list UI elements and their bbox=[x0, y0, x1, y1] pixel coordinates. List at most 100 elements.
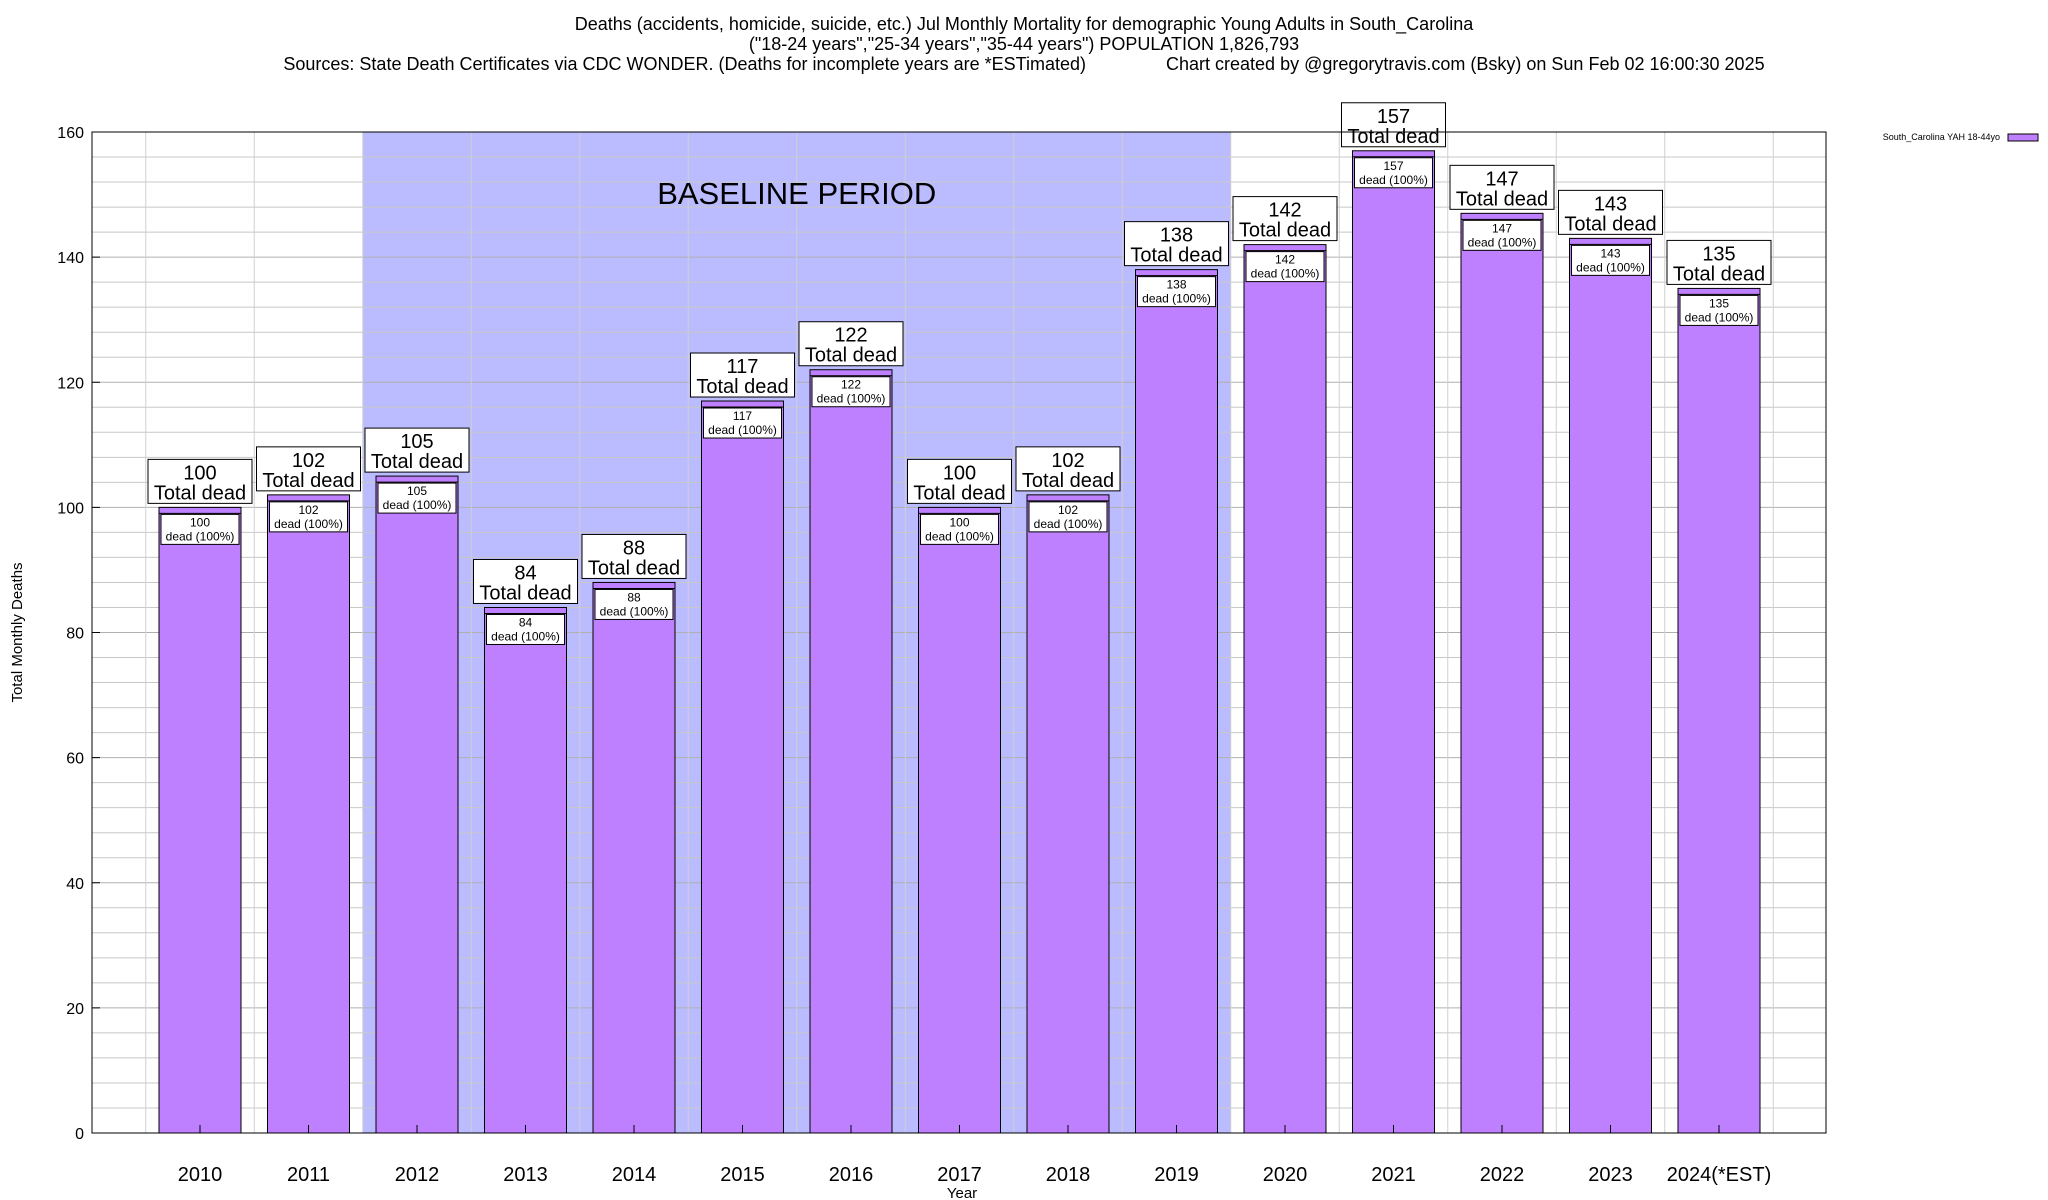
bar-2022 bbox=[1460, 212, 1544, 1134]
y-tick-label: 20 bbox=[66, 1001, 84, 1018]
total-label-box bbox=[581, 533, 687, 579]
total-label-box bbox=[798, 321, 904, 367]
total-label-box bbox=[1015, 446, 1121, 492]
total-label-suffix: Total dead bbox=[1347, 126, 1439, 148]
inner-label-value: 135 bbox=[1709, 296, 1729, 310]
total-label-value: 138 bbox=[1160, 225, 1193, 247]
inner-label-value: 84 bbox=[519, 615, 533, 629]
total-label-box bbox=[1558, 189, 1663, 235]
total-label-value: 88 bbox=[623, 537, 645, 559]
inner-label-suffix: dead (100%) bbox=[274, 517, 343, 531]
total-label-suffix: Total dead bbox=[588, 557, 680, 579]
bar-2014 bbox=[592, 581, 676, 1134]
legend-label: South_Carolina YAH 18-44yo bbox=[1883, 132, 2000, 142]
legend-swatch bbox=[2007, 133, 2039, 142]
total-label-suffix: Total dead bbox=[1022, 470, 1114, 492]
chart-title-line1: Deaths (accidents, homicide, suicide, et… bbox=[574, 14, 1474, 34]
chart-title-line2: ("18-24 years","25-34 years","35-44 year… bbox=[748, 34, 1300, 54]
x-tick-label: 2013 bbox=[503, 1164, 548, 1186]
x-tick-label: 2022 bbox=[1480, 1164, 1525, 1186]
inner-label-value: 100 bbox=[190, 515, 210, 529]
total-label-suffix: Total dead bbox=[1564, 213, 1656, 235]
total-label-value: 143 bbox=[1594, 193, 1627, 215]
x-tick-label: 2020 bbox=[1263, 1164, 1308, 1186]
y-tick-label: 120 bbox=[57, 375, 84, 392]
total-label-value: 102 bbox=[1051, 450, 1084, 472]
inner-label-value: 102 bbox=[298, 503, 318, 517]
inner-label-box bbox=[269, 501, 348, 533]
inner-label-suffix: dead (100%) bbox=[383, 498, 452, 512]
total-label-value: 117 bbox=[727, 356, 759, 378]
bar-2024(*EST) bbox=[1677, 287, 1761, 1134]
x-tick-label: 2019 bbox=[1154, 1164, 1199, 1186]
inner-label-value: 122 bbox=[841, 378, 861, 392]
total-label-suffix: Total dead bbox=[1673, 263, 1765, 285]
inner-label-value: 147 bbox=[1492, 221, 1512, 235]
inner-label-value: 143 bbox=[1600, 246, 1620, 260]
inner-label-box bbox=[1245, 251, 1325, 283]
inner-label-box bbox=[486, 613, 565, 645]
total-label-box bbox=[473, 558, 578, 604]
x-tick-label: 2017 bbox=[937, 1164, 982, 1186]
total-label-box bbox=[1232, 196, 1338, 242]
total-label-suffix: Total dead bbox=[913, 482, 1005, 504]
total-label-suffix: Total dead bbox=[1456, 188, 1548, 210]
x-tick-label: 2015 bbox=[720, 1164, 765, 1186]
bar-2011 bbox=[267, 494, 350, 1134]
total-label-suffix: Total dead bbox=[371, 451, 463, 473]
x-tick-label: 2012 bbox=[395, 1164, 440, 1186]
baseline-period-label: BASELINE PERIOD bbox=[657, 176, 936, 211]
total-label-suffix: Total dead bbox=[805, 345, 897, 367]
inner-label-suffix: dead (100%) bbox=[817, 392, 886, 406]
total-label-value: 84 bbox=[514, 562, 536, 584]
total-label-box bbox=[364, 427, 470, 473]
bar-2010 bbox=[158, 506, 242, 1134]
inner-label-box bbox=[1679, 294, 1759, 326]
inner-label-value: 100 bbox=[949, 515, 969, 529]
total-label-box bbox=[1124, 221, 1229, 267]
y-tick-label: 140 bbox=[57, 250, 84, 267]
inner-label-suffix: dead (100%) bbox=[1034, 517, 1103, 531]
bar-2017 bbox=[918, 506, 1001, 1134]
inner-label-box bbox=[920, 513, 999, 545]
total-label-value: 100 bbox=[183, 462, 216, 484]
inner-label-suffix: dead (100%) bbox=[1685, 310, 1754, 324]
x-tick-label: 2023 bbox=[1588, 1164, 1633, 1186]
inner-label-suffix: dead (100%) bbox=[1359, 173, 1428, 187]
y-tick-label: 100 bbox=[57, 500, 84, 517]
total-label-value: 147 bbox=[1485, 168, 1518, 190]
total-label-box bbox=[1449, 164, 1555, 210]
inner-label-box bbox=[594, 588, 674, 620]
total-label-box bbox=[256, 446, 361, 492]
inner-label-suffix: dead (100%) bbox=[708, 423, 777, 437]
total-label-value: 142 bbox=[1268, 200, 1301, 222]
inner-label-value: 105 bbox=[407, 484, 427, 498]
inner-label-suffix: dead (100%) bbox=[1576, 260, 1645, 274]
total-label-value: 105 bbox=[400, 431, 433, 453]
inner-label-suffix: dead (100%) bbox=[600, 604, 669, 618]
total-label-value: 135 bbox=[1702, 243, 1735, 265]
x-tick-label: 2021 bbox=[1371, 1164, 1416, 1186]
total-label-suffix: Total dead bbox=[1130, 245, 1222, 267]
bar-2018 bbox=[1026, 494, 1110, 1134]
inner-label-box bbox=[160, 513, 240, 545]
bar-2013 bbox=[484, 606, 567, 1134]
total-label-suffix: Total dead bbox=[696, 376, 788, 398]
inner-label-box bbox=[703, 407, 782, 439]
inner-label-box bbox=[1354, 157, 1433, 189]
inner-label-box bbox=[1462, 219, 1542, 251]
x-tick-label: 2014 bbox=[612, 1164, 657, 1186]
x-tick-label: 2010 bbox=[178, 1164, 223, 1186]
x-tick-label: 2011 bbox=[287, 1164, 330, 1186]
total-label-suffix: Total dead bbox=[479, 582, 571, 604]
inner-label-suffix: dead (100%) bbox=[1142, 292, 1211, 306]
total-label-box bbox=[147, 458, 253, 504]
inner-label-value: 117 bbox=[733, 409, 752, 423]
x-tick-label: 2018 bbox=[1046, 1164, 1091, 1186]
inner-label-value: 138 bbox=[1166, 278, 1186, 292]
x-tick-label: 2016 bbox=[829, 1164, 874, 1186]
inner-label-value: 102 bbox=[1058, 503, 1078, 517]
total-label-value: 122 bbox=[834, 325, 867, 347]
x-axis-title: Year bbox=[947, 1185, 977, 1200]
